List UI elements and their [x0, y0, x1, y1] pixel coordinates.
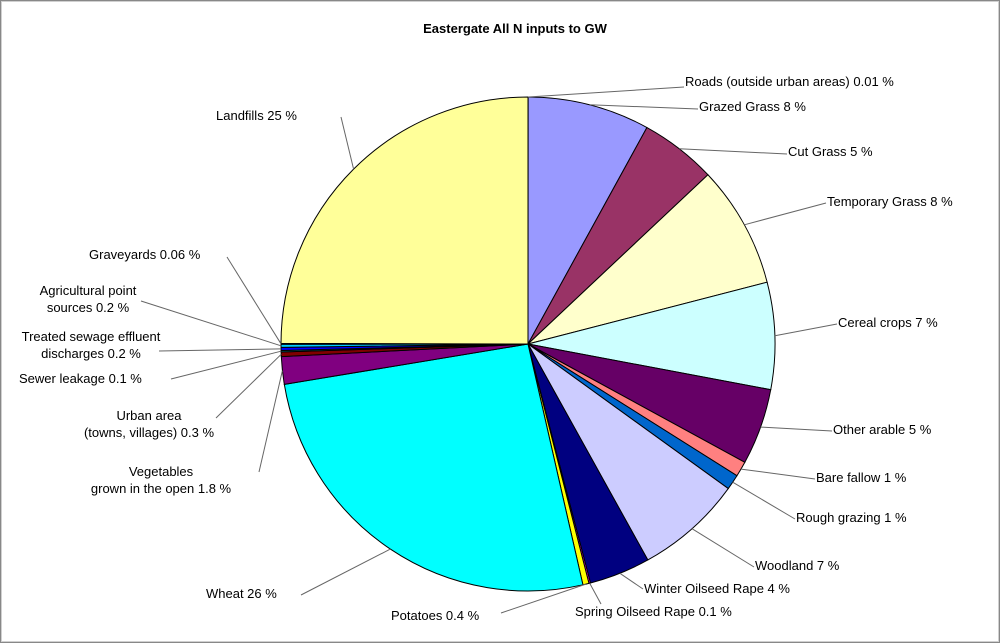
slice-label-spring-oilseed-rape: Spring Oilseed Rape 0.1 %	[575, 604, 732, 619]
leader-line-bare-fallow	[741, 469, 815, 479]
leader-line-winter-oilseed-rape	[620, 573, 643, 589]
slice-label-woodland: Woodland 7 %	[755, 558, 840, 573]
slice-label-roads-outside-urban-areas: Roads (outside urban areas) 0.01 %	[685, 74, 894, 89]
leader-line-spring-oilseed-rape	[590, 583, 601, 604]
slice-label-wheat: Wheat 26 %	[206, 586, 277, 601]
leader-line-roads-outside-urban-areas	[528, 87, 684, 97]
chart-title: Eastergate All N inputs to GW	[423, 21, 607, 36]
leader-line-agricultural-point-sources	[141, 301, 281, 346]
leader-line-landfills	[341, 117, 354, 169]
leader-line-treated-sewage-effluent-discharges	[159, 349, 281, 351]
slice-label-cereal-crops: Cereal crops 7 %	[838, 315, 938, 330]
leader-line-cereal-crops	[775, 324, 837, 336]
slice-label-urban-area-towns-villages: Urban area(towns, villages) 0.3 %	[84, 408, 214, 440]
pie-slice-landfills	[281, 97, 528, 344]
slice-label-other-arable: Other arable 5 %	[833, 422, 932, 437]
pie-slices	[281, 97, 775, 591]
slice-label-potatoes: Potatoes 0.4 %	[391, 608, 480, 623]
leader-line-sewer-leakage	[171, 351, 281, 379]
slice-label-winter-oilseed-rape: Winter Oilseed Rape 4 %	[644, 581, 790, 596]
slice-label-rough-grazing: Rough grazing 1 %	[796, 510, 907, 525]
leader-line-temporary-grass	[744, 203, 826, 225]
slice-label-sewer-leakage: Sewer leakage 0.1 %	[19, 371, 142, 386]
slice-label-temporary-grass: Temporary Grass 8 %	[827, 194, 953, 209]
leader-line-grazed-grass	[590, 105, 699, 109]
leader-line-urban-area-towns-villages	[216, 354, 281, 418]
slice-label-cut-grass: Cut Grass 5 %	[788, 144, 873, 159]
leader-line-rough-grazing	[733, 482, 795, 519]
slice-label-graveyards: Graveyards 0.06 %	[89, 247, 201, 262]
slice-label-landfills: Landfills 25 %	[216, 108, 297, 123]
leader-line-wheat	[301, 549, 390, 595]
leader-line-vegetables-grown-in-the-open	[259, 371, 282, 472]
leader-line-other-arable	[761, 427, 832, 431]
leader-line-cut-grass	[679, 149, 787, 154]
leader-line-woodland	[692, 529, 754, 567]
slice-label-bare-fallow: Bare fallow 1 %	[816, 470, 907, 485]
slice-label-grazed-grass: Grazed Grass 8 %	[699, 99, 806, 114]
